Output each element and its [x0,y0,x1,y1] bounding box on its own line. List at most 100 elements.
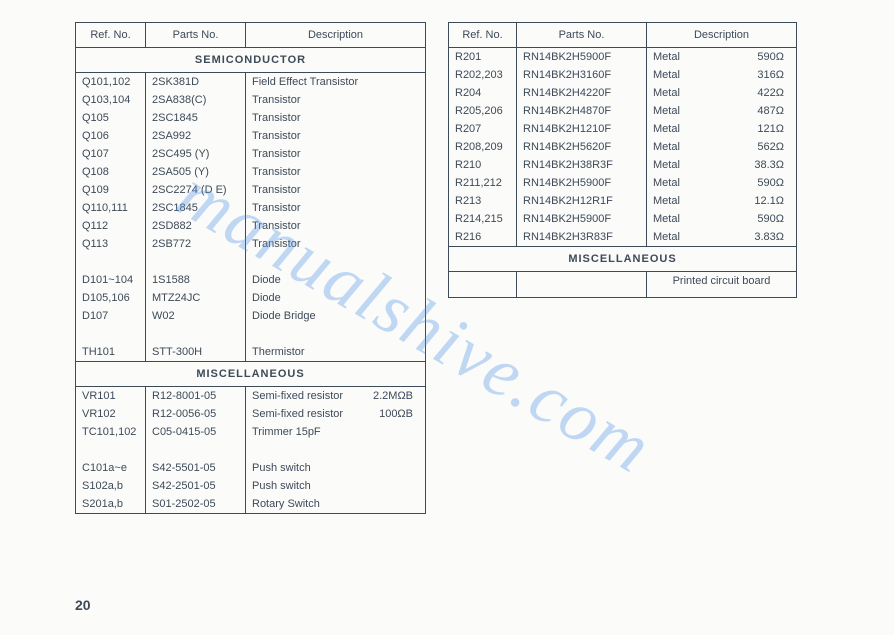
table-row: R207RN14BK2H1210FMetal121Ω [449,120,797,138]
desc-text: Metal [653,213,680,225]
desc-cell: Metal590Ω [647,174,797,192]
table-row: VR101R12-8001-05Semi-fixed resistor2.2MΩ… [76,387,426,406]
ref-cell: R201 [449,48,517,67]
table-row: R213RN14BK2H12R1F Metal 12.1Ω [449,192,797,210]
spacer-cell [146,253,246,271]
col-parts-header: Parts No. [146,23,246,48]
desc-text: Metal [653,69,680,81]
parts-cell: RN14BK2H4220F [517,84,647,102]
desc-cell: Diode [246,289,426,307]
parts-cell: S42-5501-05 [146,459,246,477]
table-row: D107W02Diode Bridge [76,307,426,325]
parts-cell: MTZ24JC [146,289,246,307]
parts-cell: RN14BK2H12R1F [517,192,647,210]
col-desc-header: Description [647,23,797,48]
table-row: R202,203RN14BK2H3160FMetal316Ω [449,66,797,84]
desc-text: Metal [653,195,680,207]
parts-cell [517,272,647,298]
parts-cell: RN14BK2H38R3F [517,156,647,174]
ref-cell: R211,212 [449,174,517,192]
spacer-cell [76,253,146,271]
spacer-row [76,325,426,343]
desc-cell: Transistor [246,145,426,163]
parts-cell: S42-2501-05 [146,477,246,495]
desc-cell: Transistor [246,199,426,217]
ref-cell: VR101 [76,387,146,406]
ref-cell: VR102 [76,405,146,423]
page: Ref. No. Parts No. Description SEMICONDU… [0,0,894,635]
ref-cell: D107 [76,307,146,325]
table-row: S201a,bS01-2502-05Rotary Switch [76,495,426,514]
ref-cell: Q110,111 [76,199,146,217]
section-header: MISCELLANEOUS [449,247,797,272]
ref-cell: R207 [449,120,517,138]
desc-value: 12.1Ω [754,195,790,207]
desc-cell: Push switch [246,459,426,477]
parts-cell: 2SK381D [146,73,246,92]
col-desc-header: Description [246,23,426,48]
table-row: Q101,1022SK381DField Effect Transistor [76,73,426,92]
table-row: Q1122SD882Transistor [76,217,426,235]
parts-cell: 1S1588 [146,271,246,289]
desc-cell: Transistor [246,163,426,181]
table-row: Printed circuit board [449,272,797,298]
table-row: R205,206RN14BK2H4870FMetal487Ω [449,102,797,120]
parts-cell: S01-2502-05 [146,495,246,514]
spacer-cell [246,253,426,271]
table-row: R211,212RN14BK2H5900FMetal590Ω [449,174,797,192]
desc-cell: Transistor [246,181,426,199]
desc-cell: Metal562Ω [647,138,797,156]
desc-value: 100ΩB [379,408,419,420]
ref-cell: R213 [449,192,517,210]
spacer-cell [146,325,246,343]
spacer-row [76,253,426,271]
ref-cell: R204 [449,84,517,102]
desc-cell: Rotary Switch [246,495,426,514]
tables-container: Ref. No. Parts No. Description SEMICONDU… [75,22,864,514]
table-row: VR102R12-0056-05Semi-fixed resistor100ΩB [76,405,426,423]
parts-cell: 2SA505 (Y) [146,163,246,181]
table-row: Q1062SA992Transistor [76,127,426,145]
section-header: MISCELLANEOUS [76,362,426,387]
parts-cell: STT-300H [146,343,246,362]
ref-cell: R216 [449,228,517,247]
parts-cell: 2SD882 [146,217,246,235]
parts-cell: 2SA838(C) [146,91,246,109]
desc-cell: Metal590Ω [647,48,797,67]
desc-cell: Printed circuit board [647,272,797,298]
right-parts-table: Ref. No. Parts No. Description R201RN14B… [448,22,797,298]
desc-cell: Metal422Ω [647,84,797,102]
parts-cell: RN14BK2H4870F [517,102,647,120]
parts-cell: RN14BK2H3R83F [517,228,647,247]
desc-cell: Transistor [246,217,426,235]
desc-cell: Semi-fixed resistor2.2MΩB [246,387,426,406]
desc-cell: Transistor [246,127,426,145]
desc-value: 487Ω [757,105,790,117]
desc-cell: Thermistor [246,343,426,362]
page-number: 20 [75,597,91,613]
desc-cell: Transistor [246,91,426,109]
desc-text: Semi-fixed resistor [252,408,343,420]
parts-cell: RN14BK2H5900F [517,48,647,67]
table-row: Q103,1042SA838(C)Transistor [76,91,426,109]
ref-cell: Q112 [76,217,146,235]
table-row: R214,215RN14BK2H5900FMetal590Ω [449,210,797,228]
desc-text: Metal [653,177,680,189]
desc-cell: Diode Bridge [246,307,426,325]
table-row: D105,106MTZ24JCDiode [76,289,426,307]
table-row: C101a~eS42-5501-05Push switch [76,459,426,477]
desc-cell: Push switch [246,477,426,495]
col-ref-header: Ref. No. [449,23,517,48]
ref-cell: S102a,b [76,477,146,495]
desc-cell: Transistor [246,109,426,127]
col-ref-header: Ref. No. [76,23,146,48]
ref-cell: R202,203 [449,66,517,84]
desc-cell: Metal121Ω [647,120,797,138]
left-parts-table: Ref. No. Parts No. Description SEMICONDU… [75,22,426,514]
desc-value: 316Ω [757,69,790,81]
parts-cell: 2SB772 [146,235,246,253]
parts-cell: R12-8001-05 [146,387,246,406]
desc-cell: Field Effect Transistor [246,73,426,92]
ref-cell [449,272,517,298]
ref-cell: C101a~e [76,459,146,477]
